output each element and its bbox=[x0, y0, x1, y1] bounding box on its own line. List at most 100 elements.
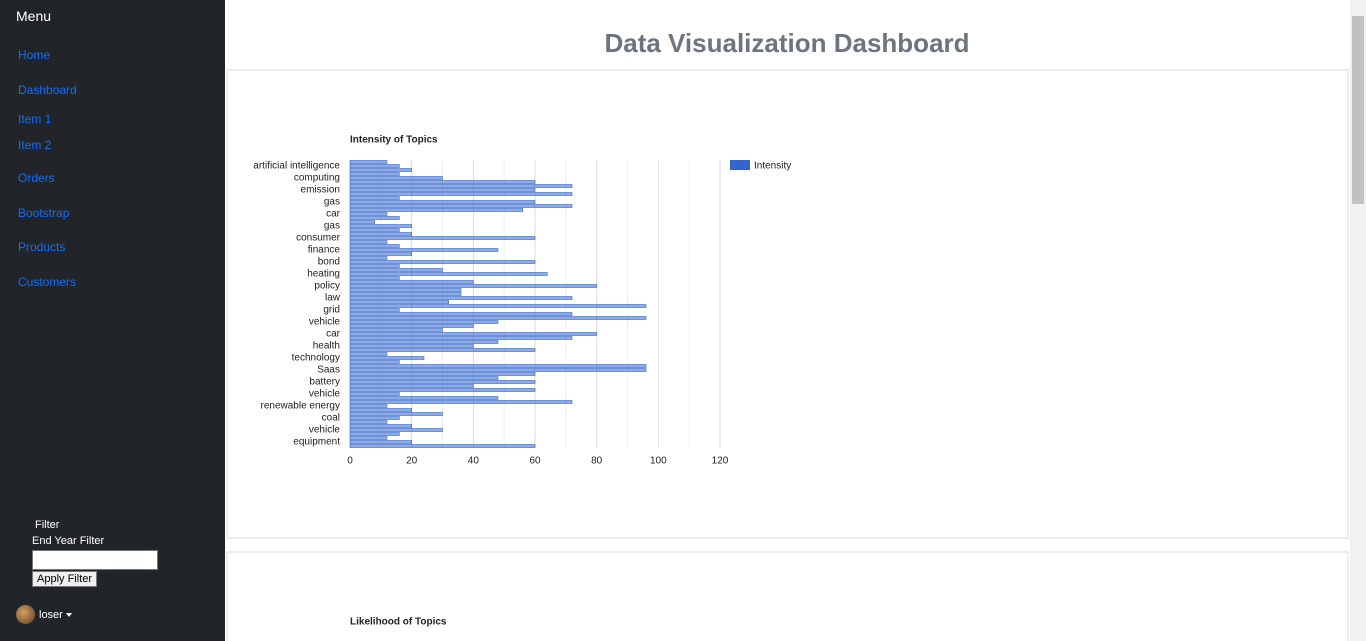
y-tick-label: computing bbox=[294, 173, 340, 184]
user-name[interactable]: loser bbox=[39, 609, 63, 621]
bar bbox=[349, 316, 647, 320]
bar bbox=[349, 224, 412, 228]
bar bbox=[349, 384, 474, 388]
nav-link[interactable]: Item 1 bbox=[18, 112, 52, 126]
apply-filter-button[interactable]: Apply Filter bbox=[32, 571, 98, 587]
bar bbox=[349, 264, 400, 268]
legend-swatch bbox=[730, 160, 750, 170]
bar bbox=[349, 252, 412, 256]
bar bbox=[349, 220, 375, 224]
bar bbox=[349, 192, 573, 196]
filter-label: End Year Filter bbox=[32, 535, 105, 547]
bar bbox=[349, 304, 647, 308]
nav-link[interactable]: Bootstrap bbox=[18, 206, 70, 220]
bar bbox=[349, 248, 499, 252]
nav-link[interactable]: Orders bbox=[18, 171, 55, 185]
y-tick-label: policy bbox=[314, 281, 340, 292]
y-tick-label: bond bbox=[318, 257, 340, 268]
y-tick-label: equipment bbox=[293, 437, 340, 448]
bar bbox=[349, 188, 536, 192]
nav-link[interactable]: Dashboard bbox=[18, 83, 77, 97]
sidebar: Menu Home Dashboard Item 1 Item 2 Orders… bbox=[0, 0, 225, 641]
bar bbox=[349, 300, 449, 304]
bar bbox=[349, 340, 499, 344]
bar bbox=[349, 392, 400, 396]
bar bbox=[349, 236, 536, 240]
y-tick-label: vehicle bbox=[309, 317, 341, 328]
y-tick-label: emission bbox=[301, 185, 340, 196]
bar bbox=[349, 296, 573, 300]
user-avatar[interactable] bbox=[16, 605, 35, 624]
x-tick-label: 40 bbox=[468, 456, 480, 467]
bar bbox=[349, 256, 388, 260]
end-year-input[interactable] bbox=[32, 550, 158, 570]
bar bbox=[349, 396, 499, 400]
y-tick-label: heating bbox=[307, 269, 340, 280]
bar bbox=[349, 404, 388, 408]
bar bbox=[349, 164, 400, 168]
nav-link[interactable]: Customers bbox=[18, 275, 77, 289]
bar bbox=[349, 372, 536, 376]
bar bbox=[349, 352, 388, 356]
nav-link[interactable]: Item 2 bbox=[18, 138, 52, 152]
bar bbox=[349, 260, 536, 264]
nav-link[interactable]: Home bbox=[18, 48, 51, 62]
y-tick-label: law bbox=[325, 293, 341, 304]
y-tick-label: consumer bbox=[296, 233, 341, 244]
bar bbox=[349, 336, 573, 340]
bar bbox=[349, 184, 573, 188]
bar bbox=[349, 348, 536, 352]
bar bbox=[349, 196, 400, 200]
bar bbox=[349, 444, 536, 448]
bar bbox=[349, 432, 400, 436]
bar bbox=[349, 440, 412, 444]
main-content: Data Visualization Dashboard Intensity o… bbox=[226, 28, 1349, 641]
y-tick-label: car bbox=[326, 209, 341, 220]
bar bbox=[349, 160, 388, 164]
bar bbox=[349, 408, 412, 412]
bar bbox=[349, 356, 425, 360]
bar bbox=[349, 400, 573, 404]
x-tick-label: 100 bbox=[650, 456, 667, 467]
bar bbox=[349, 412, 443, 416]
bar bbox=[349, 416, 400, 420]
scrollbar[interactable] bbox=[1350, 0, 1366, 641]
bar bbox=[349, 268, 443, 272]
y-tick-label: finance bbox=[308, 245, 341, 256]
y-tick-label: artificial intelligence bbox=[253, 161, 340, 172]
y-tick-label: gas bbox=[324, 197, 340, 208]
bar bbox=[349, 284, 597, 288]
bar bbox=[349, 228, 400, 232]
bar bbox=[349, 364, 647, 368]
y-tick-label: technology bbox=[292, 353, 340, 364]
page-title: Data Visualization Dashboard bbox=[604, 28, 969, 58]
x-tick-label: 60 bbox=[529, 456, 541, 467]
bar bbox=[349, 308, 400, 312]
nav-link[interactable]: Products bbox=[18, 240, 66, 254]
bar bbox=[349, 324, 474, 328]
filter-title: Filter bbox=[35, 519, 60, 531]
bar bbox=[349, 232, 412, 236]
bar bbox=[349, 332, 597, 336]
bar bbox=[349, 276, 400, 280]
y-tick-label: battery bbox=[309, 377, 340, 388]
bar bbox=[349, 240, 388, 244]
bar bbox=[349, 424, 412, 428]
bar bbox=[349, 368, 647, 372]
chart-title: Likelihood of Topics bbox=[350, 617, 447, 628]
user-dropdown-caret[interactable] bbox=[66, 613, 72, 617]
bar bbox=[349, 176, 443, 180]
bar bbox=[349, 436, 388, 440]
bar bbox=[349, 200, 536, 204]
bar bbox=[349, 216, 400, 220]
chart-card bbox=[226, 69, 1349, 539]
x-tick-label: 80 bbox=[591, 456, 603, 467]
x-tick-label: 0 bbox=[347, 456, 353, 467]
bar bbox=[349, 292, 462, 296]
scrollbar-thumb[interactable] bbox=[1352, 16, 1364, 204]
bar bbox=[349, 320, 499, 324]
bar bbox=[349, 180, 536, 184]
bar bbox=[349, 212, 388, 216]
bar bbox=[349, 360, 400, 364]
